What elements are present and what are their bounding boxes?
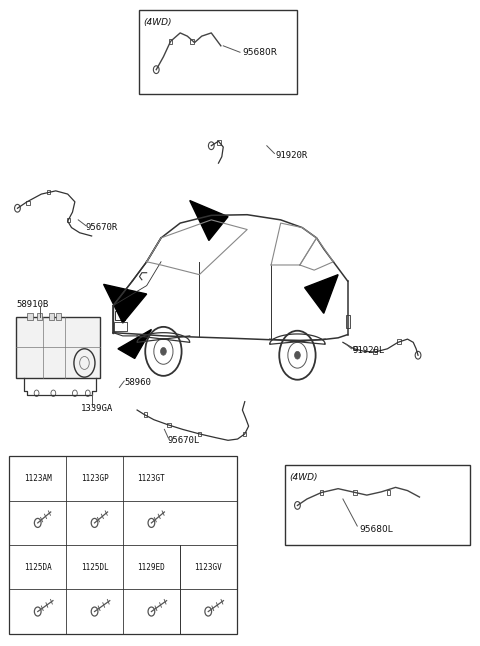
Text: 58910B: 58910B [16,300,48,309]
Text: (4WD): (4WD) [289,473,318,481]
Bar [27,313,33,320]
Circle shape [295,351,300,359]
Bar [353,490,357,495]
Text: (4WD): (4WD) [144,18,172,27]
Bar [191,39,194,43]
Bar [9,457,237,634]
Bar [217,140,221,145]
Bar [346,315,350,328]
Text: 1123GV: 1123GV [194,563,222,572]
Bar [373,349,377,353]
Bar [320,490,323,495]
Bar [198,432,201,436]
Bar [36,313,42,320]
Bar [115,311,125,320]
Bar [67,218,71,222]
Text: 1125DA: 1125DA [24,563,52,572]
Text: 58960: 58960 [124,378,151,387]
Bar [56,313,61,320]
Text: 91920L: 91920L [352,346,385,355]
Bar [243,432,246,436]
Bar [353,346,357,350]
Bar [48,313,54,320]
Text: 91920R: 91920R [276,151,308,160]
Circle shape [160,348,166,355]
Bar [168,422,171,427]
Text: 95680R: 95680R [242,48,277,57]
Bar [47,190,50,194]
Bar [397,339,401,344]
Bar [26,201,30,205]
Text: 1129ED: 1129ED [138,563,165,572]
Bar [16,317,100,378]
Text: 1123GT: 1123GT [138,474,165,483]
Text: 1123GP: 1123GP [81,474,108,483]
Text: 1123AM: 1123AM [24,474,52,483]
Text: 95670R: 95670R [86,223,118,232]
Text: 95680L: 95680L [360,525,394,534]
Text: 1339GA: 1339GA [81,404,113,413]
Bar [387,490,390,495]
Bar [169,39,172,43]
Bar [144,412,147,417]
Text: 1125DL: 1125DL [81,563,108,572]
Bar [140,10,298,94]
Polygon shape [190,200,228,240]
Text: 95670L: 95670L [167,436,200,445]
Polygon shape [305,275,338,313]
Polygon shape [104,284,147,323]
Bar [286,465,470,545]
Polygon shape [118,329,152,359]
